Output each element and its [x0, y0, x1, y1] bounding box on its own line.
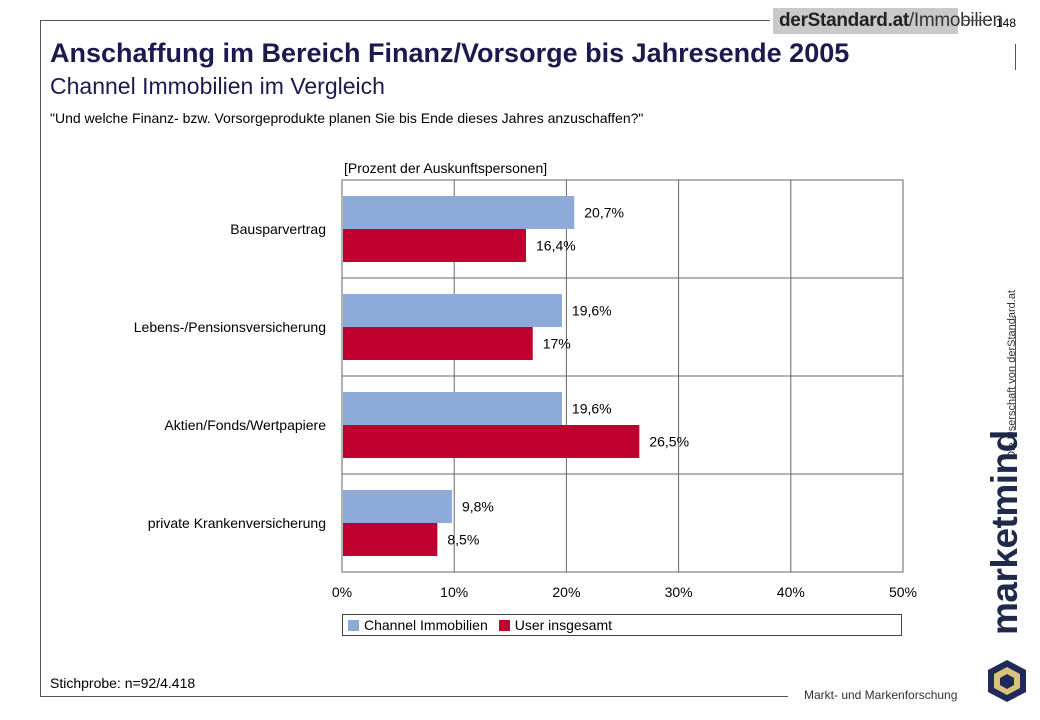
- data-label: 19,6%: [572, 303, 612, 319]
- x-tick-label: 0%: [332, 584, 352, 600]
- frame-left-line: [40, 20, 41, 696]
- chart-unit-label: [Prozent der Auskunftspersonen]: [344, 160, 547, 176]
- data-label: 26,5%: [649, 434, 689, 450]
- x-tick-label: 40%: [777, 584, 805, 600]
- category-label: Lebens-/Pensionsversicherung: [134, 319, 326, 335]
- chart-legend: Channel Immobilien User insgesamt: [342, 614, 902, 636]
- legend-item-series-1: Channel Immobilien: [348, 617, 488, 633]
- chart-labels: 0% 10% 20% 30% 40% 50% Bausparvertrag 20,7% 16,4…: [134, 205, 917, 601]
- bar-user-insgesamt: [343, 425, 640, 458]
- data-label: 16,4%: [536, 238, 576, 254]
- legend-item-series-2: User insgesamt: [498, 617, 612, 633]
- chart-bars: [343, 196, 640, 556]
- page-subtitle: Channel Immobilien im Vergleich: [50, 73, 385, 99]
- legend-label-series-1: Channel Immobilien: [364, 617, 488, 633]
- legend-swatch-series-1: [348, 619, 359, 631]
- legend-label-series-2: User insgesamt: [514, 617, 612, 633]
- bar-channel-immobilien: [343, 392, 562, 425]
- frame-right-line-lower: [1015, 316, 1016, 430]
- category-label: private Krankenversicherung: [148, 515, 326, 531]
- sample-size-note: Stichprobe: n=92/4.418: [50, 675, 196, 691]
- x-tick-label: 50%: [889, 584, 917, 600]
- logo-light-text: /Immobilien: [908, 10, 1003, 31]
- frame-top-line: [40, 20, 770, 21]
- derstandard-logo: derStandard.at/Immobilien: [773, 8, 1003, 34]
- page-title: Anschaffung im Bereich Finanz/Vorsorge b…: [50, 38, 850, 68]
- data-label: 17%: [543, 336, 571, 352]
- survey-question: "Und welche Finanz- bzw. Vorsorgeprodukt…: [50, 110, 644, 126]
- x-tick-label: 30%: [665, 584, 693, 600]
- bar-channel-immobilien: [343, 196, 575, 229]
- bar-user-insgesamt: [343, 229, 527, 262]
- bar-channel-immobilien: [343, 294, 562, 327]
- data-label: 9,8%: [462, 499, 494, 515]
- bar-user-insgesamt: [343, 327, 533, 360]
- x-tick-label: 20%: [552, 584, 580, 600]
- bar-user-insgesamt: [343, 523, 438, 556]
- page-number: 148: [996, 16, 1017, 30]
- frame-bottom-line: [40, 696, 788, 697]
- frame-right-line-top: [1015, 44, 1016, 70]
- cube-logo-icon: [988, 660, 1026, 702]
- brand-tagline: Markt- und Markenforschung: [804, 688, 958, 702]
- bar-channel-immobilien: [343, 490, 452, 523]
- chart-grid: [341, 179, 904, 573]
- category-label: Bausparvertrag: [230, 221, 326, 237]
- legend-swatch-series-2: [498, 619, 510, 631]
- logo-bold-text: derStandard.at: [779, 10, 909, 31]
- data-label: 19,6%: [572, 401, 612, 417]
- logo-divider: [962, 20, 988, 21]
- x-tick-label: 10%: [440, 584, 468, 600]
- data-label: 20,7%: [584, 205, 624, 221]
- data-label: 8,5%: [447, 532, 479, 548]
- category-label: Aktien/Fonds/Wertpapiere: [164, 417, 326, 433]
